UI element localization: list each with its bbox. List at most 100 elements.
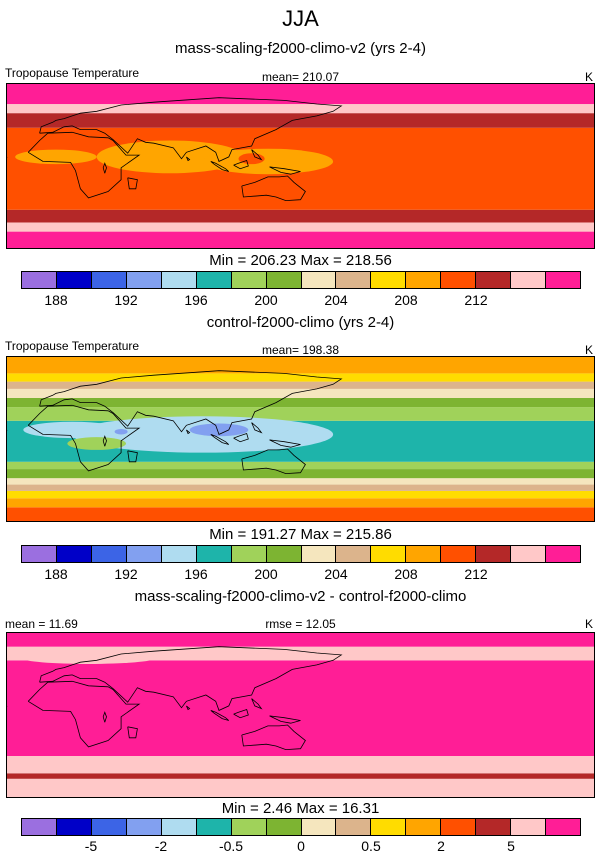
contour-band	[7, 231, 594, 248]
panel-2-mean-label: mean= 198.38	[261, 343, 340, 357]
contour-band	[7, 407, 594, 421]
coastline	[251, 422, 263, 434]
colorbar-swatch	[441, 546, 477, 562]
colorbar-tick-label: 196	[184, 566, 208, 582]
coastline	[269, 715, 301, 724]
colorbar-swatch	[161, 819, 197, 835]
panel-3-rmse-label: rmse = 12.05	[265, 617, 336, 631]
contour-band	[7, 398, 594, 408]
colorbar-tick-label: 188	[44, 292, 68, 308]
colorbar-tick-label: 188	[44, 566, 68, 582]
coastline	[27, 131, 141, 199]
contour-band	[7, 778, 594, 797]
colorbar-swatch	[56, 272, 92, 288]
contour-band	[7, 490, 594, 499]
colorbar-tick-label: 200	[254, 566, 278, 582]
colorbar-swatch	[22, 819, 57, 835]
coastline	[241, 724, 306, 751]
contour-band	[7, 222, 594, 232]
colorbar-swatch	[196, 819, 232, 835]
panel-3-colorbar	[21, 818, 581, 836]
contour-band	[7, 773, 594, 779]
colorbar-swatch	[371, 546, 407, 562]
contour-band	[7, 478, 594, 485]
panel-1-variable-label: Tropopause Temperature	[5, 66, 140, 80]
contour-band	[7, 484, 594, 491]
colorbar-swatch	[546, 272, 580, 288]
contour-region	[15, 149, 97, 165]
coastline	[39, 97, 343, 162]
colorbar-swatch	[511, 546, 547, 562]
colorbar-swatch	[22, 272, 57, 288]
colorbar-tick-label: 208	[394, 292, 418, 308]
colorbar-swatch	[126, 546, 162, 562]
colorbar-swatch	[371, 819, 407, 835]
coastline	[127, 726, 138, 739]
coastline	[39, 370, 343, 435]
panel-1-min-max: Min = 206.23 Max = 218.56	[209, 252, 392, 269]
colorbar-swatch	[231, 272, 267, 288]
colorbar-swatch	[161, 546, 197, 562]
contour-band	[7, 84, 594, 105]
coastline	[186, 156, 191, 162]
colorbar-swatch	[476, 819, 512, 835]
contour-region	[202, 148, 334, 175]
contour-band	[7, 646, 594, 661]
contour-band	[7, 373, 594, 382]
colorbar-tick-label: 192	[114, 566, 138, 582]
panel-2-colorbar	[21, 545, 581, 563]
colorbar-swatch	[266, 272, 302, 288]
colorbar-swatch	[371, 272, 407, 288]
colorbar-tick-label: -5	[84, 838, 98, 854]
colorbar-swatch	[231, 819, 267, 835]
colorbar-tick-label: 196	[184, 292, 208, 308]
coastline	[210, 710, 230, 721]
contour-band	[7, 113, 594, 128]
coastline	[102, 435, 107, 447]
panel-1-mean-label: mean= 210.07	[261, 70, 340, 84]
colorbar-tick-label: 192	[114, 292, 138, 308]
colorbar-swatch	[301, 546, 337, 562]
contour-region	[114, 428, 128, 435]
contour-region	[189, 423, 249, 437]
panel-1-colorbar-ticks: 188 192 196 200 204 208 212	[21, 292, 581, 310]
colorbar-tick-label: -2	[154, 838, 168, 854]
colorbar-swatch	[476, 546, 512, 562]
panel-1-units: K	[584, 70, 593, 84]
coastline	[210, 434, 230, 445]
panel-2-map	[6, 356, 595, 522]
colorbar-tick-label: 212	[464, 292, 488, 308]
colorbar-swatch	[336, 546, 372, 562]
coastline	[210, 161, 230, 172]
coastline	[102, 162, 107, 174]
panel-2-units: K	[584, 343, 593, 357]
panel-3-colorbar-ticks: -5 -2 -0.5 0 0.5 2 5	[21, 838, 581, 856]
contour-band	[7, 498, 594, 508]
coastline	[186, 429, 191, 435]
panel-2-min-max: Min = 191.27 Max = 215.86	[209, 526, 392, 543]
colorbar-swatch	[126, 819, 162, 835]
panel-2-colorbar-ticks: 188 192 196 200 204 208 212	[21, 566, 581, 584]
colorbar-swatch	[91, 819, 127, 835]
colorbar-swatch	[406, 819, 442, 835]
colorbar-tick-label: 0.5	[361, 838, 381, 854]
coastline	[186, 705, 191, 711]
colorbar-tick-label: 200	[254, 292, 278, 308]
colorbar-swatch	[266, 819, 302, 835]
coastline	[27, 404, 141, 472]
colorbar-swatch	[161, 272, 197, 288]
panel-3-mean-label: mean = 11.69	[5, 617, 78, 631]
colorbar-swatch	[336, 272, 372, 288]
colorbar-tick-label: 212	[464, 566, 488, 582]
contour-band	[7, 660, 594, 756]
panel-1-title: mass-scaling-f2000-climo-v2 (yrs 2-4)	[175, 40, 426, 57]
contour-band	[7, 469, 594, 479]
colorbar-swatch	[231, 546, 267, 562]
coastline	[102, 711, 107, 723]
page-title: JJA	[282, 6, 319, 31]
colorbar-swatch	[196, 546, 232, 562]
contour-band	[7, 461, 594, 470]
contour-band	[7, 357, 594, 374]
coastline	[233, 159, 249, 170]
panel-1-colorbar	[21, 271, 581, 289]
